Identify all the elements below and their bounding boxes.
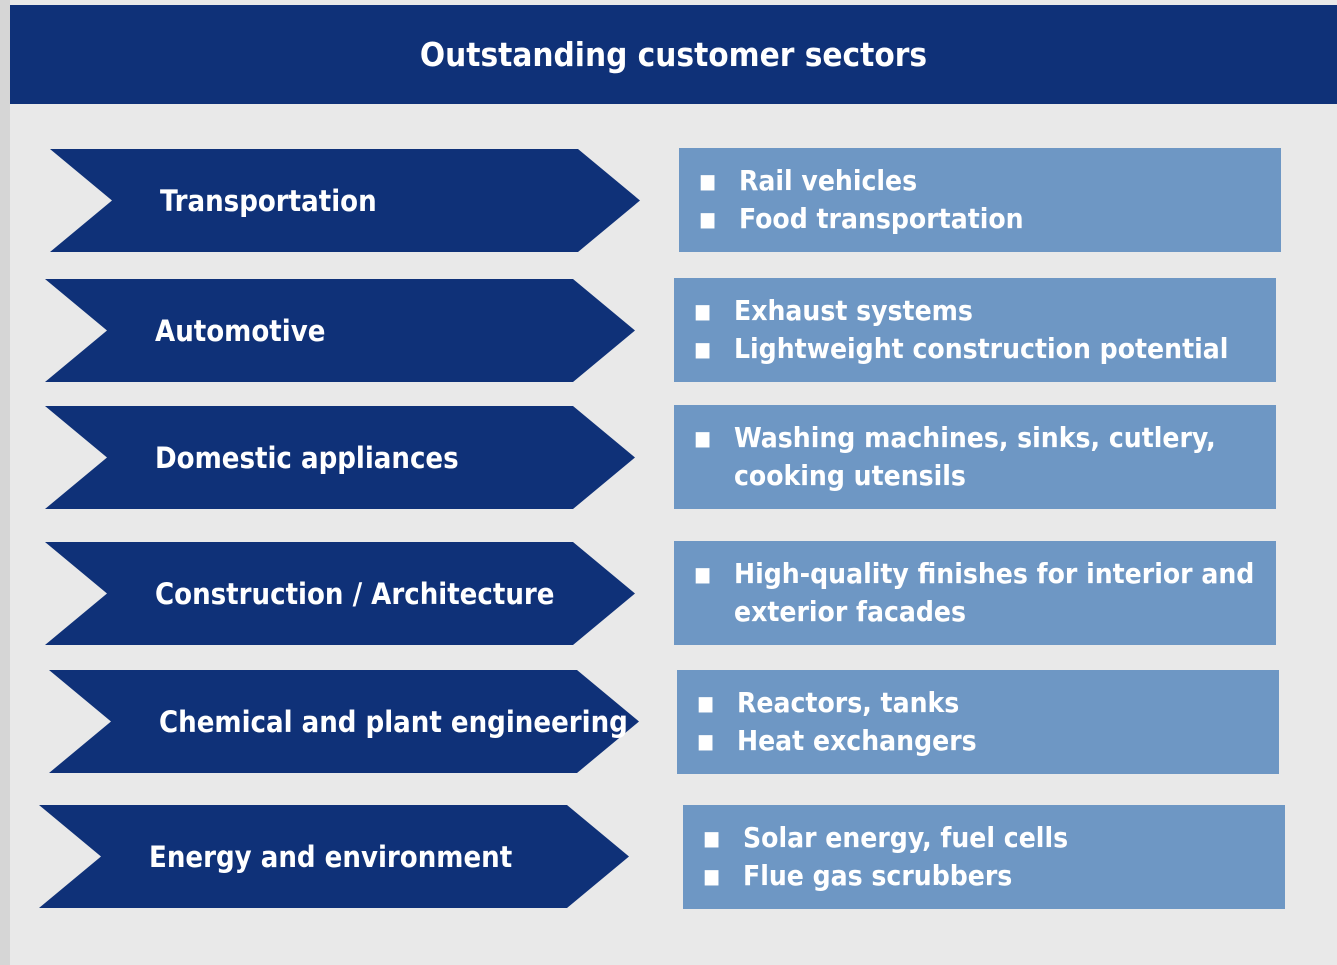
sector-label: Domestic appliances: [155, 440, 459, 475]
bullet-item: ■ Heat exchangers: [697, 722, 1279, 760]
sector-details: ■ Reactors, tanks ■ Heat exchangers: [677, 670, 1279, 774]
bullet-item: ■ High-quality finishes for interior and …: [694, 555, 1276, 631]
item-text: Heat exchangers: [737, 724, 977, 757]
sector-arrow: Construction / Architecture: [45, 542, 635, 645]
chevron: [45, 279, 635, 382]
sector-details: ■ Solar energy, fuel cells ■ Flue gas scrub…: [683, 805, 1285, 909]
sector-label: Energy and environment: [149, 839, 513, 874]
chevron: [45, 542, 635, 645]
item-text: Washing machines, sinks, cutlery, cookin…: [734, 421, 1216, 492]
sector-label: Automotive: [155, 313, 326, 348]
sector-arrow: Domestic appliances: [45, 406, 635, 509]
sector-arrow: Transportation: [50, 149, 640, 252]
header: Outstanding customer sectors: [10, 5, 1337, 104]
sector-label: Construction / Architecture: [155, 576, 555, 611]
sector-arrow: Chemical and plant engineering: [49, 670, 639, 773]
chevron: [45, 406, 635, 509]
bullet: ■: [694, 562, 712, 586]
sector-label: Transportation: [160, 183, 377, 218]
edge: [0, 0, 10, 965]
bullet: ■: [694, 426, 712, 450]
sector-details: ■ Exhaust systems ■ Lightweight constructio…: [674, 278, 1276, 382]
item-text: Rail vehicles: [739, 164, 918, 197]
sector-label: Chemical and plant engineering: [159, 704, 628, 739]
item-text: Lightweight construction potential: [734, 332, 1229, 365]
item-text: Flue gas scrubbers: [743, 859, 1013, 892]
sector-details: ■ High-quality finishes for interior and …: [674, 541, 1276, 645]
bullet: ■: [697, 691, 715, 715]
bullet: ■: [699, 169, 717, 193]
item-text: Solar energy, fuel cells: [743, 821, 1069, 854]
chevron: [39, 805, 629, 908]
item-text: Reactors, tanks: [737, 686, 960, 719]
bullet: ■: [697, 729, 715, 753]
bullet-item: ■ Washing machines, sinks, cutlery, cooki…: [694, 419, 1276, 495]
chevron: [50, 149, 640, 252]
bullet-item: ■ Food transportation: [699, 200, 1281, 238]
sector-arrow: Energy and environment: [39, 805, 629, 908]
bullet: ■: [703, 864, 721, 888]
item-text: Food transportation: [739, 202, 1024, 235]
bullet-item: ■ Reactors, tanks: [697, 684, 1279, 722]
bullet-item: ■ Rail vehicles: [699, 162, 1281, 200]
bullet: ■: [694, 299, 712, 323]
bullet: ■: [694, 337, 712, 361]
item-text: High-quality finishes for interior and e…: [734, 557, 1255, 628]
bullet-item: ■ Exhaust systems: [694, 292, 1276, 330]
chevron: [49, 670, 639, 773]
sector-details: ■ Rail vehicles ■ Food transportation: [679, 148, 1281, 252]
sector-arrow: Automotive: [45, 279, 635, 382]
item-text: Exhaust systems: [734, 294, 973, 327]
sector-details: ■ Washing machines, sinks, cutlery, cooki…: [674, 405, 1276, 509]
bullet: ■: [703, 826, 721, 850]
bullet-item: ■ Lightweight construction potential: [694, 330, 1276, 368]
bullet-item: ■ Flue gas scrubbers: [703, 857, 1285, 895]
bullet-item: ■ Solar energy, fuel cells: [703, 819, 1285, 857]
bullet: ■: [699, 207, 717, 231]
